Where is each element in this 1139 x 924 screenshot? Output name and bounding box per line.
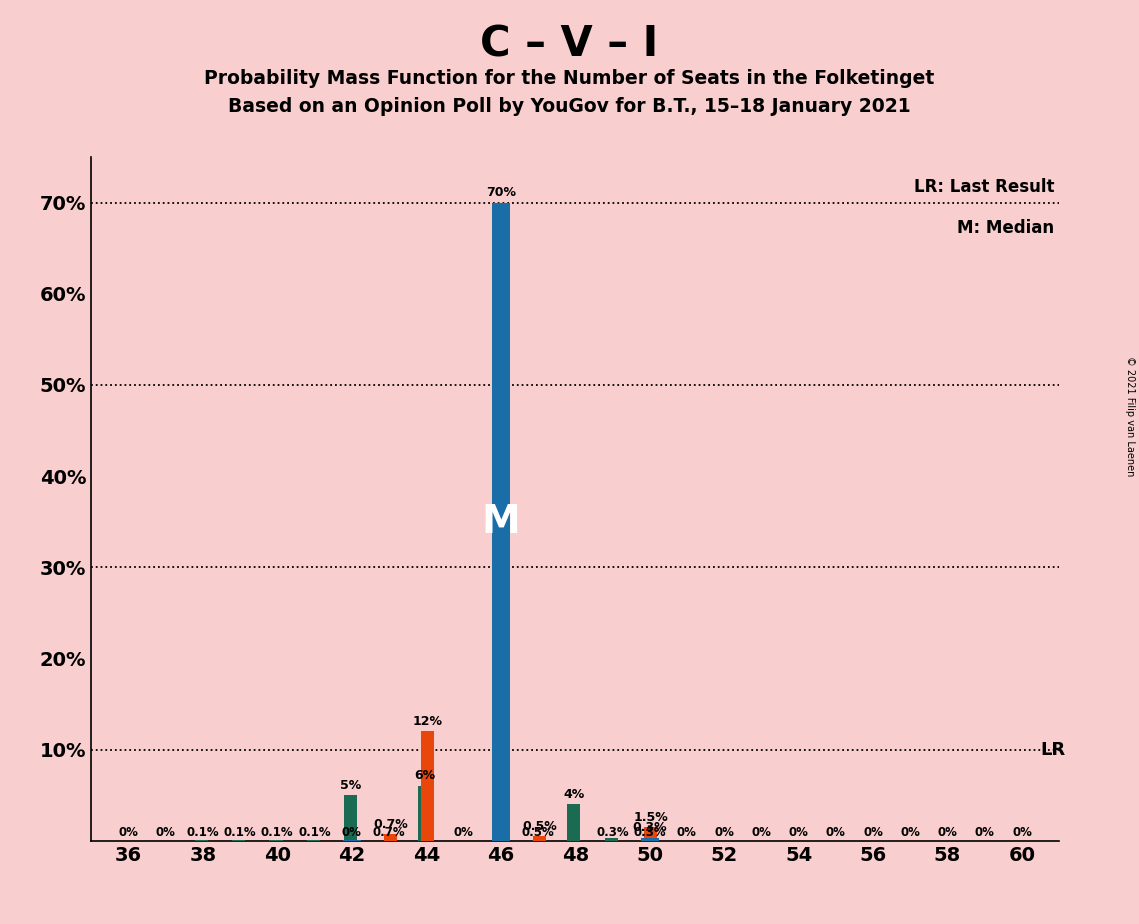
Text: 0%: 0% <box>156 826 175 839</box>
Bar <box>344 796 357 841</box>
Text: 0%: 0% <box>453 826 474 839</box>
Text: 12%: 12% <box>412 715 443 728</box>
Text: 0.1%: 0.1% <box>187 826 219 839</box>
Text: 0%: 0% <box>342 826 362 839</box>
Text: M: M <box>482 503 521 541</box>
Bar <box>418 786 432 841</box>
Text: LR: Last Result: LR: Last Result <box>913 177 1055 196</box>
Text: 0%: 0% <box>714 826 734 839</box>
Text: 0%: 0% <box>1013 826 1032 839</box>
Text: 0%: 0% <box>752 826 771 839</box>
Bar <box>533 836 546 841</box>
Text: C – V – I: C – V – I <box>481 23 658 65</box>
Bar <box>421 732 434 841</box>
Text: 0%: 0% <box>863 826 883 839</box>
Bar <box>640 838 658 841</box>
Text: 0%: 0% <box>975 826 994 839</box>
Text: 5%: 5% <box>339 779 361 792</box>
Bar <box>605 838 617 841</box>
Text: 0%: 0% <box>788 826 809 839</box>
Text: 0%: 0% <box>937 826 958 839</box>
Text: 70%: 70% <box>485 186 516 199</box>
Text: 4%: 4% <box>564 788 584 801</box>
Text: 0.5%: 0.5% <box>522 826 555 839</box>
Text: 0.1%: 0.1% <box>298 826 330 839</box>
Text: Based on an Opinion Poll by YouGov for B.T., 15–18 January 2021: Based on an Opinion Poll by YouGov for B… <box>228 97 911 116</box>
Text: 0.7%: 0.7% <box>372 826 405 839</box>
Text: 0.3%: 0.3% <box>633 826 666 839</box>
Text: 0.3%: 0.3% <box>632 821 667 834</box>
Bar <box>567 805 581 841</box>
Text: 0%: 0% <box>826 826 846 839</box>
Text: LR: LR <box>1041 741 1066 759</box>
Text: 0.1%: 0.1% <box>223 826 256 839</box>
Bar <box>492 202 510 841</box>
Bar <box>645 827 657 841</box>
Bar <box>384 834 396 841</box>
Text: 0%: 0% <box>118 826 138 839</box>
Text: 0%: 0% <box>677 826 697 839</box>
Text: 0.7%: 0.7% <box>372 818 408 831</box>
Text: M: Median: M: Median <box>957 219 1055 237</box>
Text: © 2021 Filip van Laenen: © 2021 Filip van Laenen <box>1125 356 1134 476</box>
Text: 0.5%: 0.5% <box>522 820 557 833</box>
Text: 1.5%: 1.5% <box>633 810 669 823</box>
Text: 0%: 0% <box>901 826 920 839</box>
Text: Probability Mass Function for the Number of Seats in the Folketinget: Probability Mass Function for the Number… <box>204 69 935 89</box>
Text: 6%: 6% <box>415 770 435 783</box>
Text: 0.1%: 0.1% <box>261 826 294 839</box>
Text: 0.3%: 0.3% <box>596 826 629 839</box>
